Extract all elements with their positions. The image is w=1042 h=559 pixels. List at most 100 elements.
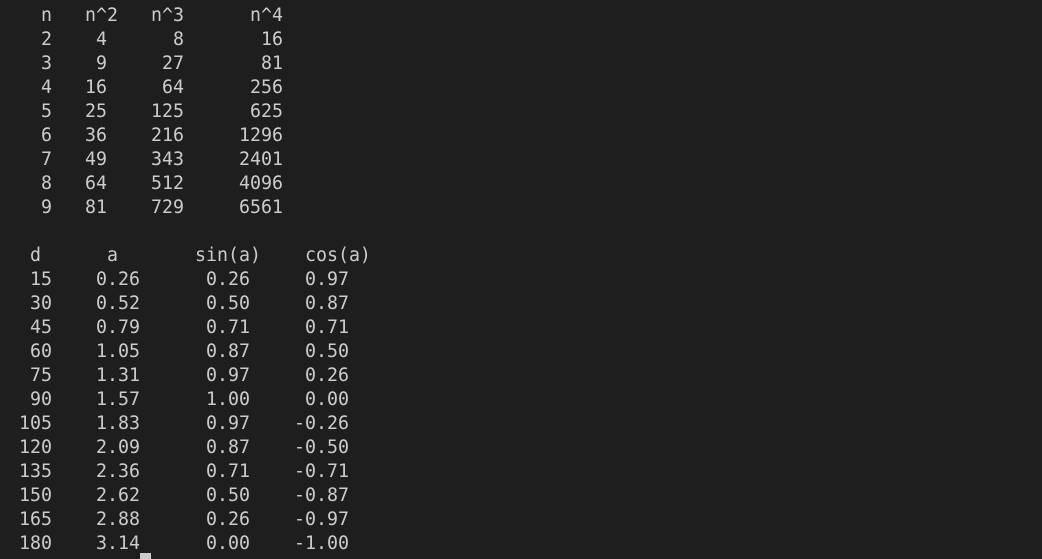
trig-row-cell: 2.09 xyxy=(96,437,140,458)
powers-row: 4 16 64 256 xyxy=(8,76,371,100)
trig-row: 30 0.52 0.50 0.87 xyxy=(8,292,371,316)
trig-row-cell: 0.26 xyxy=(304,365,349,386)
trig-row-cell: 0.97 xyxy=(304,269,349,290)
trig-row-cell: 0.87 xyxy=(205,437,250,458)
trig-row-cell: 0.50 xyxy=(205,485,250,506)
powers-row-cell: 16 xyxy=(260,29,283,50)
trig-row-cell: 30 xyxy=(30,293,52,314)
powers-row-cell: 49 xyxy=(85,149,107,170)
trig-row-cell: 0.71 xyxy=(205,461,250,482)
trig-row: 105 1.83 0.97 -0.26 xyxy=(8,412,371,436)
powers-row-cell: 125 xyxy=(151,101,184,122)
trig-row-cell: 0.87 xyxy=(304,293,349,314)
trig-row-cell: 45 xyxy=(30,317,52,338)
trig-header: d a sin(a) cos(a) xyxy=(8,244,371,268)
powers-row: 5 25 125 625 xyxy=(8,100,371,124)
powers-row-cell: 36 xyxy=(85,125,107,146)
powers-row: 7 49 343 2401 xyxy=(8,148,371,172)
trig-row-cell: 0.00 xyxy=(205,533,250,554)
trig-row-cell: -0.50 xyxy=(293,437,349,458)
trig-header-cell: d xyxy=(30,245,41,266)
trig-row-cell: 1.57 xyxy=(96,389,140,410)
powers-row-cell: 5 xyxy=(41,101,52,122)
powers-row-cell: 2401 xyxy=(238,149,283,170)
trig-row: 180 3.14 0.00 -1.00 xyxy=(8,532,371,556)
powers-row-cell: 64 xyxy=(161,77,184,98)
trig-row-cell: 120 xyxy=(19,437,52,458)
powers-row-cell: 2 xyxy=(41,29,52,50)
trig-row-cell: 0.26 xyxy=(205,269,250,290)
trig-row: 15 0.26 0.26 0.97 xyxy=(8,268,371,292)
trig-row-cell: 135 xyxy=(19,461,52,482)
trig-header-cell: a xyxy=(106,245,118,266)
terminal-output[interactable]: n n^2 n^3 n^4 2 4 8 16 3 9 27 81 4 16 64… xyxy=(8,4,371,556)
trig-row-cell: -1.00 xyxy=(293,533,349,554)
trig-row-cell: 0.71 xyxy=(304,317,349,338)
powers-row-cell: 7 xyxy=(41,149,52,170)
trig-row-cell: 0.26 xyxy=(96,269,140,290)
trig-row-cell: 2.62 xyxy=(96,485,140,506)
powers-row-cell: 16 xyxy=(85,77,107,98)
powers-header-cell: n^3 xyxy=(151,5,184,26)
terminal-cursor xyxy=(140,553,151,559)
trig-row-cell: 150 xyxy=(19,485,52,506)
trig-row-cell: 60 xyxy=(30,341,52,362)
trig-row: 60 1.05 0.87 0.50 xyxy=(8,340,371,364)
trig-row-cell: 1.00 xyxy=(205,389,250,410)
powers-row-cell: 6561 xyxy=(238,197,283,218)
powers-row-cell: 4 xyxy=(96,29,107,50)
trig-row-cell: 0.97 xyxy=(205,365,250,386)
trig-row-cell: 0.52 xyxy=(96,293,140,314)
trig-row-cell: 0.50 xyxy=(205,293,250,314)
trig-row-cell: 105 xyxy=(19,413,52,434)
powers-row-cell: 9 xyxy=(96,53,107,74)
powers-row: 8 64 512 4096 xyxy=(8,172,371,196)
trig-row-cell: 0.97 xyxy=(205,413,250,434)
trig-row: 120 2.09 0.87 -0.50 xyxy=(8,436,371,460)
powers-row-cell: 729 xyxy=(151,197,184,218)
powers-row-cell: 27 xyxy=(161,53,184,74)
powers-row-cell: 8 xyxy=(41,173,52,194)
powers-row-cell: 4096 xyxy=(238,173,283,194)
trig-header-cell: sin(a) xyxy=(194,245,261,266)
trig-header-cell: cos(a) xyxy=(304,245,371,266)
powers-row-cell: 625 xyxy=(249,101,283,122)
powers-row-cell: 81 xyxy=(260,53,283,74)
trig-row-cell: 180 xyxy=(19,533,52,554)
powers-row-cell: 64 xyxy=(85,173,107,194)
powers-row-cell: 512 xyxy=(151,173,184,194)
trig-row-cell: 90 xyxy=(30,389,52,410)
trig-row-cell: -0.97 xyxy=(293,509,349,530)
powers-row-cell: 8 xyxy=(172,29,184,50)
trig-row-cell: 0.71 xyxy=(205,317,250,338)
powers-row-cell: 256 xyxy=(249,77,283,98)
trig-row-cell: 0.50 xyxy=(304,341,349,362)
powers-row-cell: 4 xyxy=(41,77,52,98)
powers-row-cell: 343 xyxy=(151,149,184,170)
trig-row: 75 1.31 0.97 0.26 xyxy=(8,364,371,388)
trig-row: 90 1.57 1.00 0.00 xyxy=(8,388,371,412)
trig-row-cell: 15 xyxy=(30,269,52,290)
powers-row-cell: 3 xyxy=(41,53,52,74)
powers-row-cell: 9 xyxy=(41,197,52,218)
powers-row: 6 36 216 1296 xyxy=(8,124,371,148)
powers-header-cell: n^2 xyxy=(85,5,118,26)
trig-row-cell: -0.71 xyxy=(293,461,349,482)
powers-row: 2 4 8 16 xyxy=(8,28,371,52)
trig-row-cell: 2.88 xyxy=(96,509,140,530)
trig-row: 135 2.36 0.71 -0.71 xyxy=(8,460,371,484)
powers-row: 3 9 27 81 xyxy=(8,52,371,76)
powers-row-cell: 81 xyxy=(85,197,107,218)
blank-line xyxy=(8,220,371,244)
powers-header-cell: n xyxy=(41,5,52,26)
trig-row-cell: 0.79 xyxy=(96,317,140,338)
trig-row-cell: 1.31 xyxy=(96,365,140,386)
trig-row: 165 2.88 0.26 -0.97 xyxy=(8,508,371,532)
trig-row: 150 2.62 0.50 -0.87 xyxy=(8,484,371,508)
trig-row-cell: 3.14 xyxy=(96,533,140,554)
trig-row-cell: 0.87 xyxy=(205,341,250,362)
powers-header-cell: n^4 xyxy=(249,5,283,26)
trig-row-cell: -0.87 xyxy=(293,485,349,506)
powers-row-cell: 216 xyxy=(151,125,184,146)
powers-row-cell: 1296 xyxy=(238,125,283,146)
